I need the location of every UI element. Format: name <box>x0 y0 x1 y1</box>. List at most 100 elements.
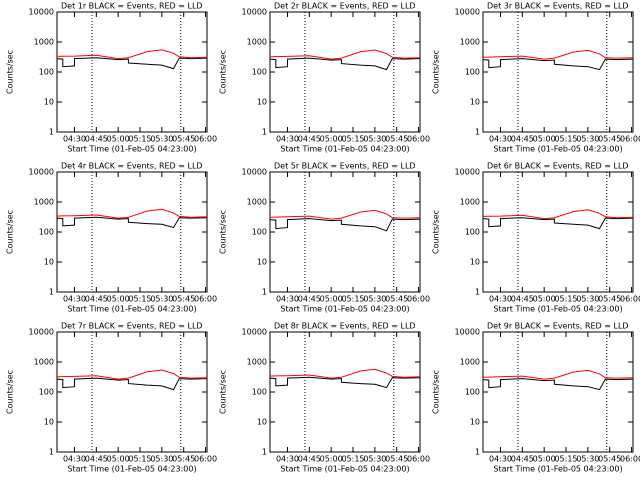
plot-frame <box>56 11 208 133</box>
chart-title: Det 4r BLACK = Events, RED = LLD <box>61 162 203 171</box>
x-tick-label: 05:15 <box>128 295 151 304</box>
x-tick-label: 05:30 <box>576 295 599 304</box>
x-tick-label: 05:45 <box>385 135 408 144</box>
series-line <box>56 369 208 380</box>
series-line <box>56 49 208 60</box>
series-line <box>269 368 421 379</box>
x-tick-label: 05:45 <box>598 295 621 304</box>
series-line <box>269 209 421 220</box>
y-tick-label: 1 <box>49 128 54 137</box>
x-tick-label: 05:00 <box>533 295 556 304</box>
y-tick-label: 10 <box>44 258 54 267</box>
y-tick-label: 10 <box>44 98 54 107</box>
x-axis-label: Start Time (01-Feb-05 04:23:00) <box>493 465 622 474</box>
y-tick-label: 100 <box>252 68 267 77</box>
x-tick-label: 05:00 <box>320 295 343 304</box>
y-tick-label: 1 <box>262 448 267 457</box>
x-tick-label: 05:15 <box>128 455 151 464</box>
x-tick-label: 06:00 <box>194 455 217 464</box>
x-tick-label: 04:45 <box>298 135 321 144</box>
y-tick-label: 1 <box>262 128 267 137</box>
y-axis-label: Counts/sec <box>219 370 228 414</box>
x-axis-label: Start Time (01-Feb-05 04:23:00) <box>67 145 196 154</box>
y-tick-label: 10 <box>257 258 267 267</box>
x-tick-label: 04:30 <box>276 455 299 464</box>
chart-title: Det 6r BLACK = Events, RED = LLD <box>487 162 629 171</box>
y-axis-label: Counts/sec <box>219 50 228 94</box>
x-tick-label: 04:45 <box>511 455 534 464</box>
plot-frame <box>269 11 421 133</box>
x-tick-label: 04:45 <box>298 295 321 304</box>
y-tick-label: 1 <box>49 288 54 297</box>
y-tick-label: 1000 <box>247 198 267 207</box>
y-tick-label: 100 <box>465 388 480 397</box>
x-tick-label: 05:30 <box>150 135 173 144</box>
x-tick-label: 05:45 <box>172 455 195 464</box>
plot-frame <box>56 171 208 293</box>
series-line <box>56 57 208 70</box>
x-tick-label: 05:45 <box>385 455 408 464</box>
x-tick-label: 05:30 <box>576 135 599 144</box>
plot-frame <box>269 171 421 293</box>
x-tick-label: 05:00 <box>320 135 343 144</box>
series-line <box>56 208 208 219</box>
y-tick-label: 1000 <box>34 358 54 367</box>
series-line <box>482 378 634 391</box>
x-tick-label: 06:00 <box>620 135 640 144</box>
plot-frame <box>482 171 634 293</box>
x-tick-label: 05:15 <box>341 135 364 144</box>
x-tick-label: 05:00 <box>533 455 556 464</box>
x-axis-label: Start Time (01-Feb-05 04:23:00) <box>280 305 409 314</box>
x-tick-label: 05:30 <box>150 295 173 304</box>
chart-title: Det 2r BLACK = Events, RED = LLD <box>274 2 416 11</box>
y-tick-label: 10 <box>470 418 480 427</box>
x-tick-label: 05:30 <box>576 455 599 464</box>
x-tick-label: 05:00 <box>107 295 130 304</box>
x-tick-label: 06:00 <box>407 135 430 144</box>
x-tick-label: 04:30 <box>489 295 512 304</box>
x-axis-label: Start Time (01-Feb-05 04:23:00) <box>493 145 622 154</box>
x-tick-label: 04:45 <box>511 295 534 304</box>
x-tick-label: 05:00 <box>320 455 343 464</box>
y-tick-label: 10000 <box>455 168 480 177</box>
plot-frame <box>482 331 634 453</box>
x-tick-label: 05:00 <box>533 135 556 144</box>
y-tick-label: 100 <box>252 228 267 237</box>
x-axis-label: Start Time (01-Feb-05 04:23:00) <box>280 465 409 474</box>
y-tick-label: 100 <box>39 228 54 237</box>
x-tick-label: 06:00 <box>620 295 640 304</box>
y-tick-label: 100 <box>39 388 54 397</box>
chart-title: Det 7r BLACK = Events, RED = LLD <box>61 322 203 331</box>
x-tick-label: 05:15 <box>341 295 364 304</box>
x-tick-label: 04:45 <box>85 455 108 464</box>
y-tick-label: 10 <box>470 98 480 107</box>
y-tick-label: 10 <box>257 418 267 427</box>
x-tick-label: 04:30 <box>276 295 299 304</box>
y-tick-label: 10000 <box>29 8 54 17</box>
x-tick-label: 04:45 <box>85 135 108 144</box>
plot-frame <box>482 11 634 133</box>
y-tick-label: 1000 <box>247 358 267 367</box>
x-tick-label: 04:30 <box>276 135 299 144</box>
x-tick-label: 05:45 <box>598 135 621 144</box>
x-tick-label: 05:45 <box>172 135 195 144</box>
x-tick-label: 04:45 <box>85 295 108 304</box>
y-tick-label: 10000 <box>455 8 480 17</box>
x-tick-label: 05:30 <box>363 455 386 464</box>
y-axis-label: Counts/sec <box>6 50 15 94</box>
y-tick-label: 1 <box>475 288 480 297</box>
series-line <box>482 217 634 230</box>
y-tick-label: 1000 <box>247 38 267 47</box>
plot-frame <box>56 331 208 453</box>
series-line <box>482 58 634 71</box>
x-axis-label: Start Time (01-Feb-05 04:23:00) <box>493 305 622 314</box>
x-tick-label: 04:45 <box>298 455 321 464</box>
y-axis-label: Counts/sec <box>432 210 441 254</box>
chart-title: Det 9r BLACK = Events, RED = LLD <box>487 322 629 331</box>
y-tick-label: 1 <box>475 448 480 457</box>
x-tick-label: 06:00 <box>620 455 640 464</box>
x-tick-label: 05:00 <box>107 135 130 144</box>
x-tick-label: 06:00 <box>407 295 430 304</box>
series-line <box>482 49 634 60</box>
